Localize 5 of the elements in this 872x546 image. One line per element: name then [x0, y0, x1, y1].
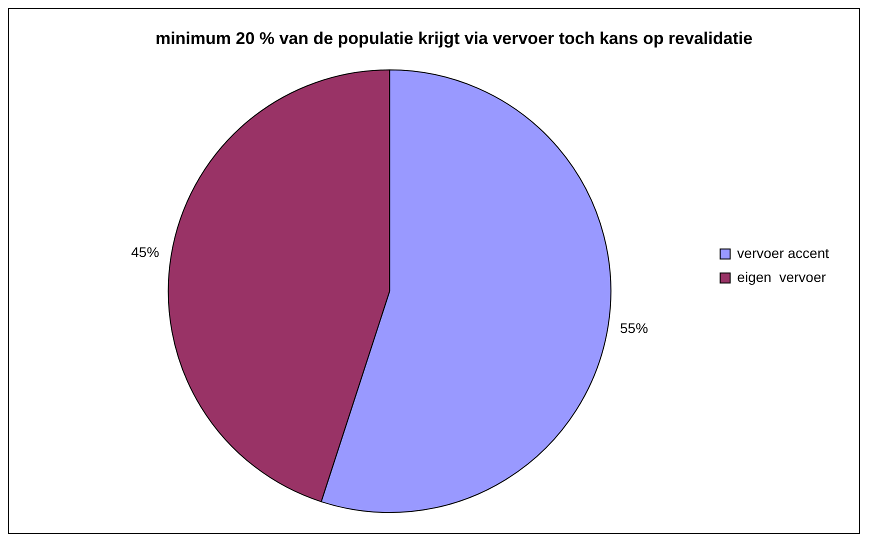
data-label: 55% — [620, 320, 648, 336]
legend-label: eigen vervoer — [737, 268, 826, 285]
legend-label: vervoer accent — [737, 244, 830, 261]
chart-title: minimum 20 % van de populatie krijgt via vervoer toch kans op revalidatie — [155, 28, 753, 48]
data-label: 45% — [131, 244, 160, 260]
